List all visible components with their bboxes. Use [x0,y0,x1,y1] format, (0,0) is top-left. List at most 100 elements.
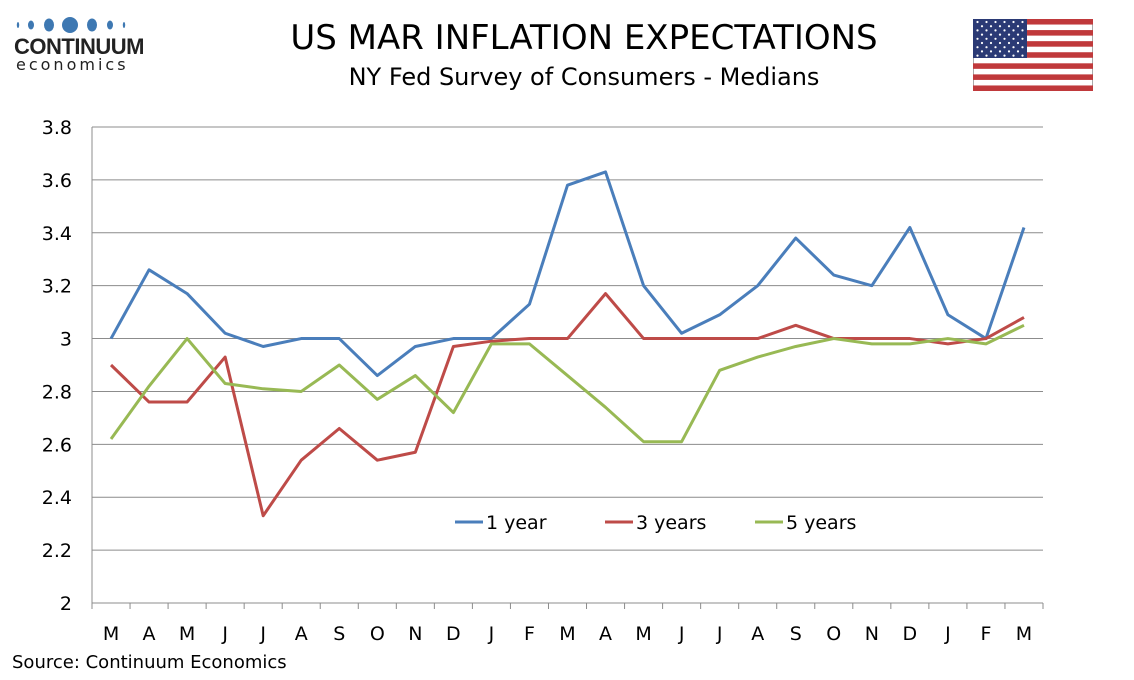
flag-star [989,50,993,53]
flag-star [994,37,997,40]
x-tick-label: M [179,623,195,645]
flag-star [976,20,979,24]
us-flag-icon [973,19,1093,91]
x-tick-label: J [678,623,685,645]
flag-star [1016,50,1020,53]
x-tick-label: M [559,623,575,645]
y-tick-label: 2.6 [42,434,72,456]
x-tick-label: S [790,623,802,645]
y-tick-label: 2.2 [42,540,72,562]
flag-star [985,54,988,57]
flag-star [1003,37,1006,40]
logo-dots-icon [16,17,126,33]
y-tick-label: 3.8 [42,117,72,139]
y-tick-label: 3.2 [42,276,72,298]
flag-star [976,54,979,57]
x-tick-label: J [221,623,228,645]
x-tick-label: A [751,623,764,645]
flag-stripe [973,41,1093,47]
y-tick-label: 3.4 [42,223,72,245]
flag-star [980,25,984,28]
legend-label: 3 years [636,512,706,534]
flag-star [976,46,979,49]
x-tick-label: O [370,623,385,645]
flag-star [1007,33,1011,36]
flag-star [998,33,1002,36]
flag-star [1003,54,1006,57]
flag-star [1012,29,1015,32]
x-tick-label: O [826,623,841,645]
x-tick-label: J [944,623,951,645]
x-tick-label: A [295,623,308,645]
flag-star [980,41,984,45]
flag-star [1012,54,1015,57]
flag-star [998,41,1002,45]
flag-star [980,33,984,36]
x-tick-label: S [333,623,345,645]
x-tick-label: F [524,623,535,645]
logo-sub: economics [16,55,129,74]
flag-star [985,29,988,32]
flag-stripe [973,74,1093,80]
x-tick-label: N [408,623,422,645]
flag-star [976,37,979,40]
flag-star [1012,37,1015,40]
flag-star [1003,46,1006,49]
flag-star [1016,33,1020,36]
legend-label: 5 years [786,512,856,534]
flag-stripe [973,19,1093,25]
flag-star [1016,25,1020,28]
flag-star [1007,41,1011,45]
flag-star [1012,46,1015,49]
legend-label: 1 year [486,512,547,534]
flag-star [980,50,984,53]
flag-stripe [973,85,1093,91]
flag-star [1012,20,1015,24]
flag-stripe [973,52,1093,58]
x-tick-label: M [635,623,651,645]
flag-star [994,54,997,57]
x-tick-label: A [599,623,612,645]
x-tick-label: N [865,623,879,645]
flag-stripe [973,30,1093,36]
flag-star [1007,25,1011,28]
flag-star [985,20,988,24]
y-tick-label: 2.8 [42,381,72,403]
y-tick-label: 2.4 [42,487,72,509]
flag-star [989,41,993,45]
flag-star [976,29,979,32]
y-tick-label: 3 [60,329,72,351]
flag-star [1021,46,1024,49]
flag-star [998,25,1002,28]
x-tick-label: J [259,623,266,645]
flag-star [994,46,997,49]
chart-title: US MAR INFLATION EXPECTATIONS [290,18,878,58]
y-tick-label: 3.6 [42,170,72,192]
flag-star [1021,29,1024,32]
flag-star [985,37,988,40]
x-tick-label: A [143,623,156,645]
x-tick-label: J [716,623,723,645]
x-tick-label: M [1016,623,1032,645]
flag-star [1021,37,1024,40]
flag-star [1016,41,1020,45]
x-tick-label: M [103,623,119,645]
x-tick-label: D [903,623,918,645]
logo-name: CONTINUUM [14,34,144,59]
flag-star [985,46,988,49]
chart-subtitle: NY Fed Survey of Consumers - Medians [348,63,820,91]
flag-star [989,25,993,28]
flag-star [1007,50,1011,53]
flag-stripe [973,63,1093,69]
flag-star [994,29,997,32]
series-line-3-years [109,292,1025,518]
x-tick-label: D [446,623,461,645]
source-note: Source: Continuum Economics [12,652,287,673]
flag-star [1003,20,1006,24]
flag-star [1021,54,1024,57]
x-tick-label: J [488,623,495,645]
flag-star [994,20,997,24]
flag-star [989,33,993,36]
